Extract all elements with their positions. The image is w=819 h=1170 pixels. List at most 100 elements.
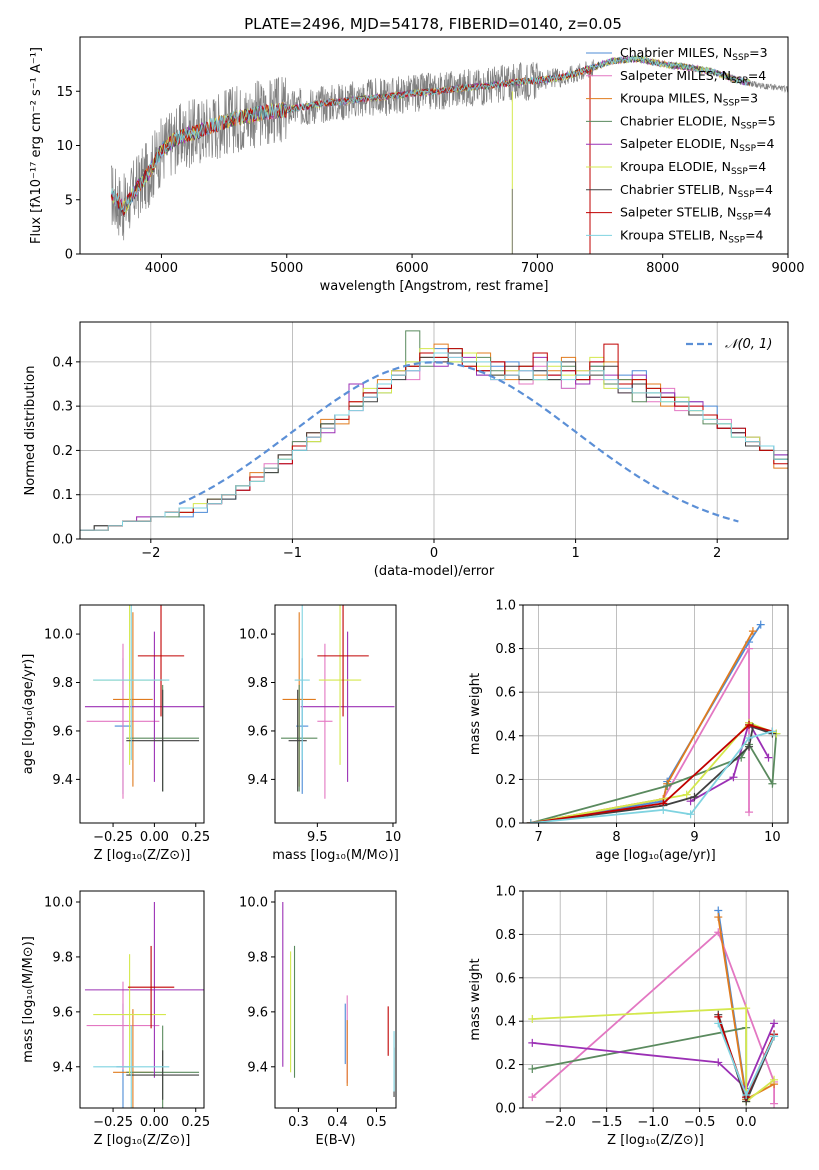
legend-entry: Salpeter ELODIE, NSSP=4 — [620, 136, 775, 154]
weight-marker — [745, 742, 754, 751]
x-axis-label: Z [log₁₀(Z/Z⊙)] — [94, 1133, 191, 1148]
y-tick-label: 0.2 — [495, 773, 516, 788]
legend-entry: Salpeter STELIB, NSSP=4 — [620, 205, 772, 223]
residual-histogram — [80, 352, 788, 531]
x-axis-label: Z [log₁₀(Z/Z⊙)] — [94, 848, 191, 863]
weight-marker — [770, 1099, 779, 1108]
weight-marker — [714, 1019, 723, 1028]
y-tick-label: 1.0 — [495, 599, 516, 614]
y-tick-label: 0.8 — [495, 642, 516, 657]
weight-marker — [714, 913, 723, 922]
x-axis-label: E(B-V) — [315, 1133, 355, 1148]
plot-area — [110, 54, 788, 254]
y-tick-label: 9.8 — [52, 950, 73, 965]
y-tick-label: 0.0 — [495, 817, 516, 832]
residual-histogram — [80, 352, 788, 531]
weight-series-line — [530, 630, 754, 823]
y-tick-label: 9.4 — [52, 773, 73, 788]
x-tick-label: −0.5 — [684, 1115, 716, 1130]
y-axis-label: mass weight — [468, 673, 483, 755]
y-tick-label: 0.0 — [495, 1102, 516, 1117]
x-tick-label: 0.5 — [366, 1115, 387, 1130]
weight-marker — [742, 1004, 751, 1013]
y-tick-label: 0.6 — [495, 971, 516, 986]
x-tick-label: −1.0 — [637, 1115, 669, 1130]
plot-area — [80, 330, 788, 531]
axes-frame — [79, 890, 205, 1109]
weight-marker — [714, 1058, 723, 1067]
legend-entry: Salpeter MILES, NSSP=4 — [620, 68, 766, 86]
weight-series-line — [530, 721, 777, 823]
y-axis-label: mass [log₁₀(M/M⊙)] — [21, 936, 36, 1063]
y-tick-label: 9.6 — [52, 1005, 73, 1020]
x-axis-label: Z [log₁₀(Z/Z⊙)] — [607, 1133, 704, 1148]
chart-spectrum: 4000 5000 6000 7000 8000 9000 0 5 10 15 wavelength… — [29, 36, 805, 294]
y-axis-label: Flux [fλ10⁻¹⁷ erg cm⁻² s⁻¹ A⁻¹] — [29, 47, 44, 244]
weight-marker — [745, 733, 754, 742]
x-tick-label: 10 — [764, 830, 781, 845]
residual-histogram — [80, 352, 788, 531]
weight-marker — [690, 792, 699, 801]
axes-frame — [522, 604, 789, 824]
plot-area — [84, 605, 204, 799]
weight-series-line — [530, 723, 773, 823]
x-tick-label: 9000 — [771, 261, 804, 276]
y-tick-label: 9.8 — [247, 950, 268, 965]
weight-marker — [745, 720, 754, 729]
plot-area — [84, 901, 204, 1108]
y-tick-label: 0.0 — [52, 533, 73, 548]
weight-marker — [748, 627, 757, 636]
legend-entry: Kroupa STELIB, NSSP=4 — [620, 227, 764, 245]
weight-marker — [659, 805, 668, 814]
weight-series-line — [690, 720, 770, 802]
x-tick-label: 4000 — [145, 261, 178, 276]
weight-series-line — [530, 624, 762, 823]
chart-mass-weight-vs-age: 7 8 9 10 0.0 0.2 0.4 0.6 0.8 1.0 age [log₁₀(age/yr… — [468, 599, 789, 863]
weight-marker — [770, 1019, 779, 1028]
y-tick-label: 0.3 — [52, 400, 73, 415]
figure-title: PLATE=2496, MJD=54178, FIBERID=0140, z=0… — [244, 15, 622, 33]
weight-series-line — [532, 1007, 775, 1104]
chart-mass-weight-vs-Z: −2.0 −1.5 −1.0 −0.5 0.0 0.0 0.2 0.4 0.6 0.8 1.0 Z [… — [468, 885, 789, 1148]
axes-frame — [79, 604, 205, 824]
residual-histogram — [80, 348, 788, 531]
weight-marker — [770, 1075, 779, 1084]
weight-marker — [528, 1093, 537, 1102]
weight-marker — [528, 1015, 537, 1024]
x-tick-label: 0.3 — [288, 1115, 309, 1130]
x-tick-label: 8000 — [646, 261, 679, 276]
x-tick-label: 5000 — [270, 261, 303, 276]
x-tick-label: 0.4 — [327, 1115, 348, 1130]
y-tick-label: 0.2 — [495, 1058, 516, 1073]
x-tick-label: 0.25 — [181, 830, 210, 845]
plot-area — [281, 605, 395, 799]
x-tick-label: −0.25 — [93, 830, 133, 845]
weight-marker — [770, 1032, 779, 1041]
y-tick-label: 10 — [56, 139, 73, 154]
weight-marker — [729, 773, 738, 782]
y-axis-label: Normed distribution — [23, 366, 38, 496]
y-tick-label: 15 — [56, 85, 73, 100]
y-tick-label: 0.8 — [495, 928, 516, 943]
legend-entry: Chabrier STELIB, NSSP=4 — [620, 182, 773, 200]
chart-mass-vs-ebv: 0.3 0.4 0.5 9.4 9.6 9.8 10.0 E(B-V) — [239, 890, 397, 1148]
x-tick-label: 7000 — [521, 261, 554, 276]
x-tick-label: −1.5 — [591, 1115, 623, 1130]
chart-age-vs-mass: 9.5 10 9.4 9.6 9.8 10.0 mass [log₁₀(M/M⊙)] — [239, 604, 402, 863]
legend-entry: Chabrier MILES, NSSP=3 — [620, 45, 768, 63]
y-tick-label: 9.6 — [247, 1005, 268, 1020]
x-tick-label: 9.5 — [307, 830, 328, 845]
plot-area — [526, 620, 781, 823]
x-tick-label: 10 — [385, 830, 402, 845]
x-tick-label: 0.00 — [140, 830, 169, 845]
y-tick-label: 10.0 — [239, 628, 268, 643]
weight-marker — [686, 810, 695, 819]
x-tick-label: −2.0 — [544, 1115, 576, 1130]
x-tick-label: 8 — [612, 830, 620, 845]
weight-marker — [526, 819, 535, 823]
y-axis-label: age [log₁₀(age/yr)] — [21, 654, 36, 775]
y-tick-label: 0.1 — [52, 488, 73, 503]
y-axis-label: mass weight — [468, 958, 483, 1040]
y-tick-label: 0.4 — [495, 729, 516, 744]
residual-histogram — [80, 343, 788, 531]
